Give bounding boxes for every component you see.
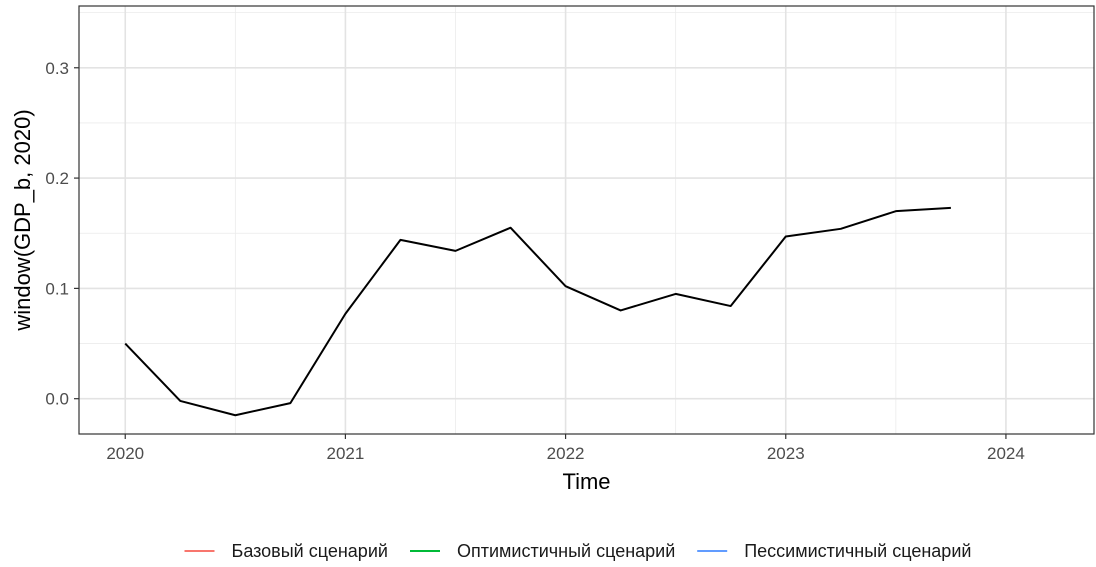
legend: Базовый сценарий Оптимистичный сценарий Пе… [184,541,971,561]
y-tick-label: 0.1 [45,279,69,298]
panel-frame [78,5,1095,435]
x-axis-ticks: 2020 2021 2022 2023 2024 [106,434,1025,463]
plot-area [79,6,1094,434]
major-grid [79,6,1094,434]
panel-border [78,5,1095,435]
plot-background [79,6,1094,434]
y-tick-label: 0.0 [45,390,69,409]
x-axis-title: Time [562,469,610,494]
y-tick-label: 0.2 [45,169,69,188]
y-axis-title: window(GDP_b, 2020) [10,109,35,331]
legend-item-0: Базовый сценарий [184,541,388,561]
series-line-0 [124,206,951,417]
minor-grid [79,6,1094,434]
legend-item-2: Пессимистичный сценарий [697,541,971,561]
x-tick-label: 2022 [547,444,585,463]
y-axis-ticks: 0.0 0.1 0.2 0.3 [45,59,79,409]
legend-label-1: Оптимистичный сценарий [457,541,675,561]
x-tick-label: 2023 [767,444,805,463]
x-tick-label: 2024 [987,444,1025,463]
x-tick-label: 2020 [106,444,144,463]
series-layer [124,206,951,417]
legend-label-2: Пессимистичный сценарий [744,541,971,561]
y-tick-label: 0.3 [45,59,69,78]
legend-item-1: Оптимистичный сценарий [410,541,675,561]
x-tick-label: 2021 [326,444,364,463]
legend-label-0: Базовый сценарий [232,541,388,561]
